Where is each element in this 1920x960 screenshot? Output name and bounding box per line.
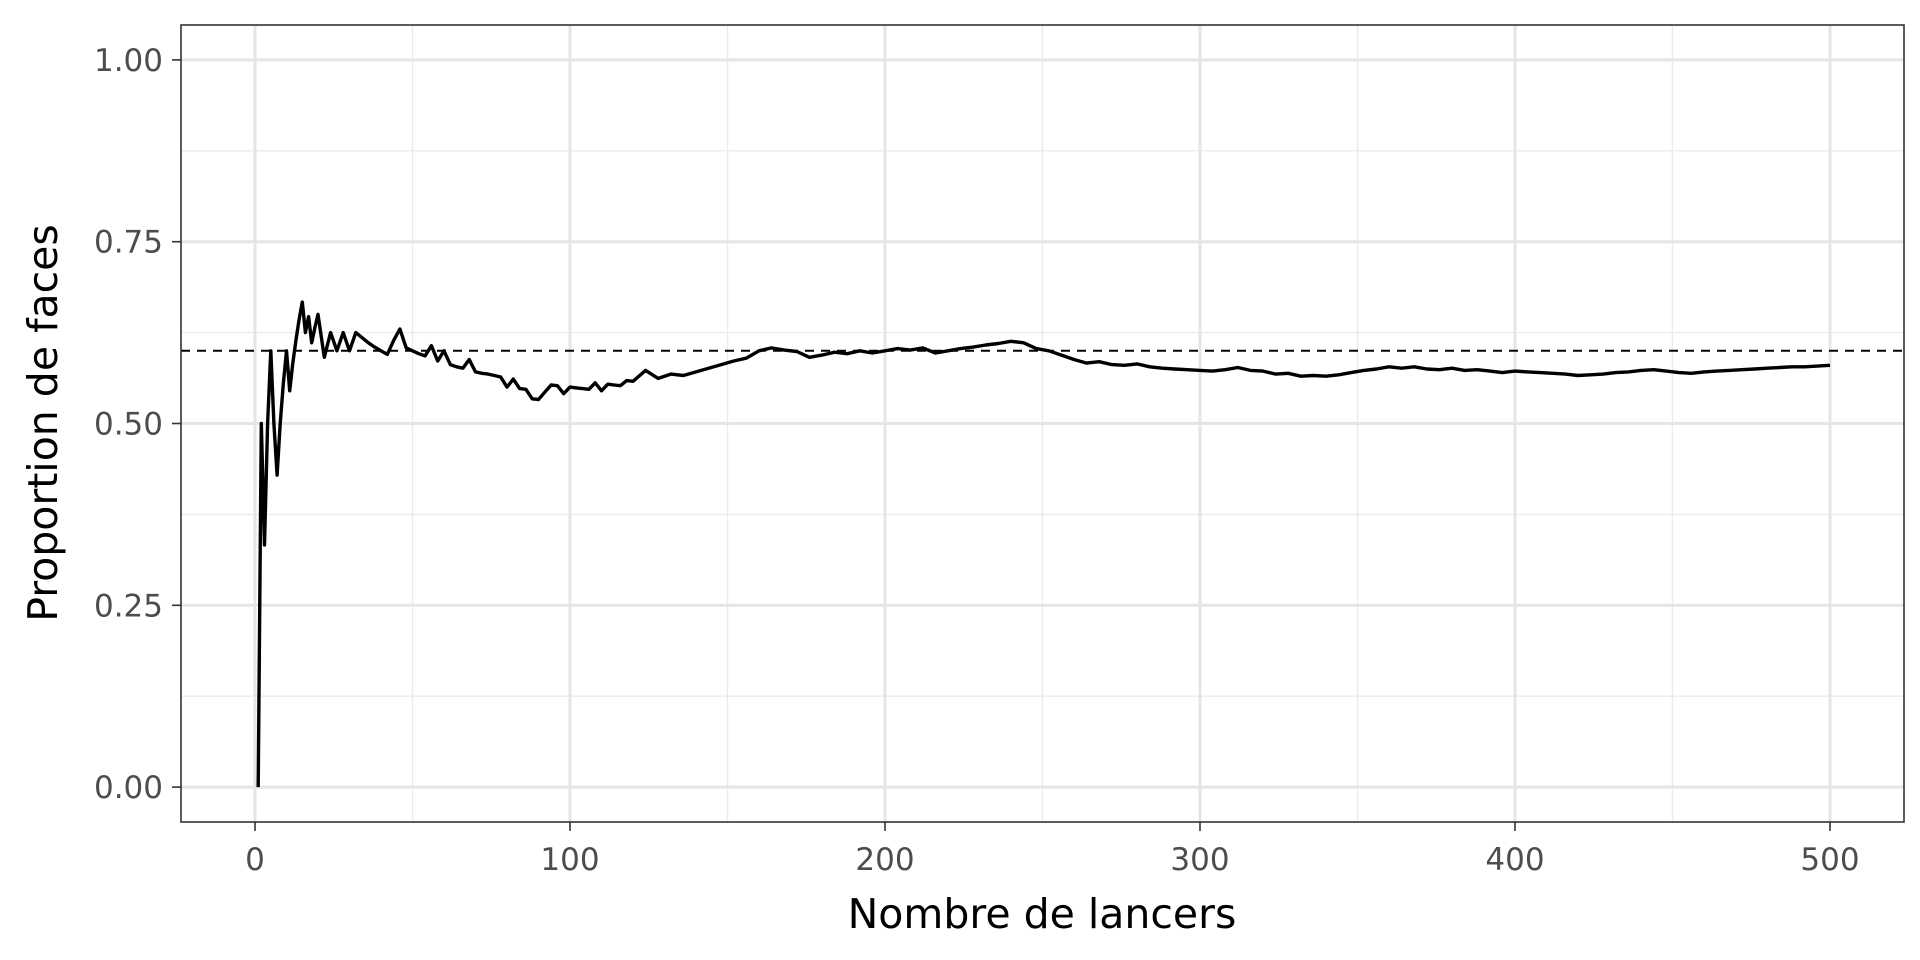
x-axis: 0 100 200 300 400 500: [245, 822, 1860, 878]
x-tick-label: 400: [1485, 842, 1544, 878]
y-tick-label: 0.00: [94, 770, 163, 806]
series-line: [256, 300, 1831, 788]
x-tick-label: 100: [540, 842, 599, 878]
y-axis-title: Proportion de faces: [19, 224, 67, 622]
x-axis-title: Nombre de lancers: [848, 890, 1237, 938]
y-tick-label: 1.00: [94, 43, 163, 79]
y-axis: 0.00 0.25 0.50 0.75 1.00: [94, 43, 181, 806]
y-tick-label: 0.25: [94, 588, 163, 624]
x-tick-label: 300: [1170, 842, 1229, 878]
x-tick-label: 0: [245, 842, 265, 878]
y-tick-label: 0.75: [94, 225, 163, 261]
y-tick-label: 0.50: [94, 407, 163, 443]
grid-major: [181, 25, 1904, 822]
x-tick-label: 200: [855, 842, 914, 878]
x-tick-label: 500: [1800, 842, 1859, 878]
